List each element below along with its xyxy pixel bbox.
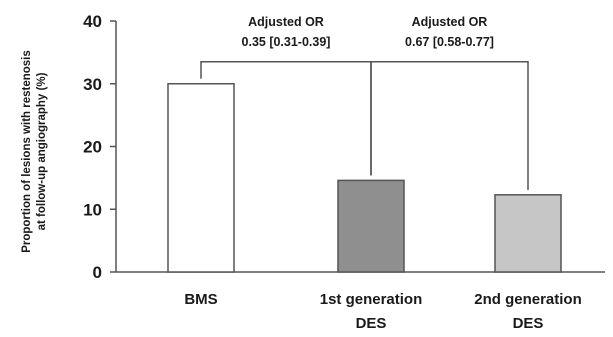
y-axis-label: Proportion of lesions with restenosis at … (21, 50, 48, 253)
annotation-odds-ratio: 0.67 [0.58-0.77] (405, 35, 494, 49)
y-axis-label-line: Proportion of lesions with restenosis (21, 50, 33, 253)
y-tick-label: 30 (83, 75, 102, 94)
y-axis-ticks: 0 10 20 30 40 (83, 12, 116, 282)
y-tick-label: 40 (83, 12, 102, 31)
bar (337, 179, 405, 273)
x-axis-categories: BMS 1st generation DES 2nd generation DES (184, 291, 581, 332)
bar (167, 83, 235, 273)
bar (494, 194, 562, 273)
annotation-odds-ratio: 0.35 [0.31-0.39] (242, 35, 331, 49)
x-category-label: 2nd generation (474, 291, 582, 308)
x-category-label: DES (513, 315, 544, 332)
y-tick-label: 0 (93, 263, 102, 282)
y-axis-label-line: at follow-up angiography (%) (36, 72, 48, 230)
y-tick-label: 20 (83, 138, 102, 157)
y-tick-label: 10 (83, 200, 102, 219)
x-category-label: DES (356, 315, 387, 332)
x-category-label: BMS (184, 291, 217, 308)
bars (167, 83, 562, 273)
comparison-bracket (370, 61, 529, 190)
annotation-title: Adjusted OR (412, 15, 488, 29)
annotation-title: Adjusted OR (248, 15, 324, 29)
x-category-label: 1st generation (320, 291, 423, 308)
comparison-brackets: Adjusted OR 0.35 [0.31-0.39] Adjusted OR 0.… (200, 15, 529, 190)
